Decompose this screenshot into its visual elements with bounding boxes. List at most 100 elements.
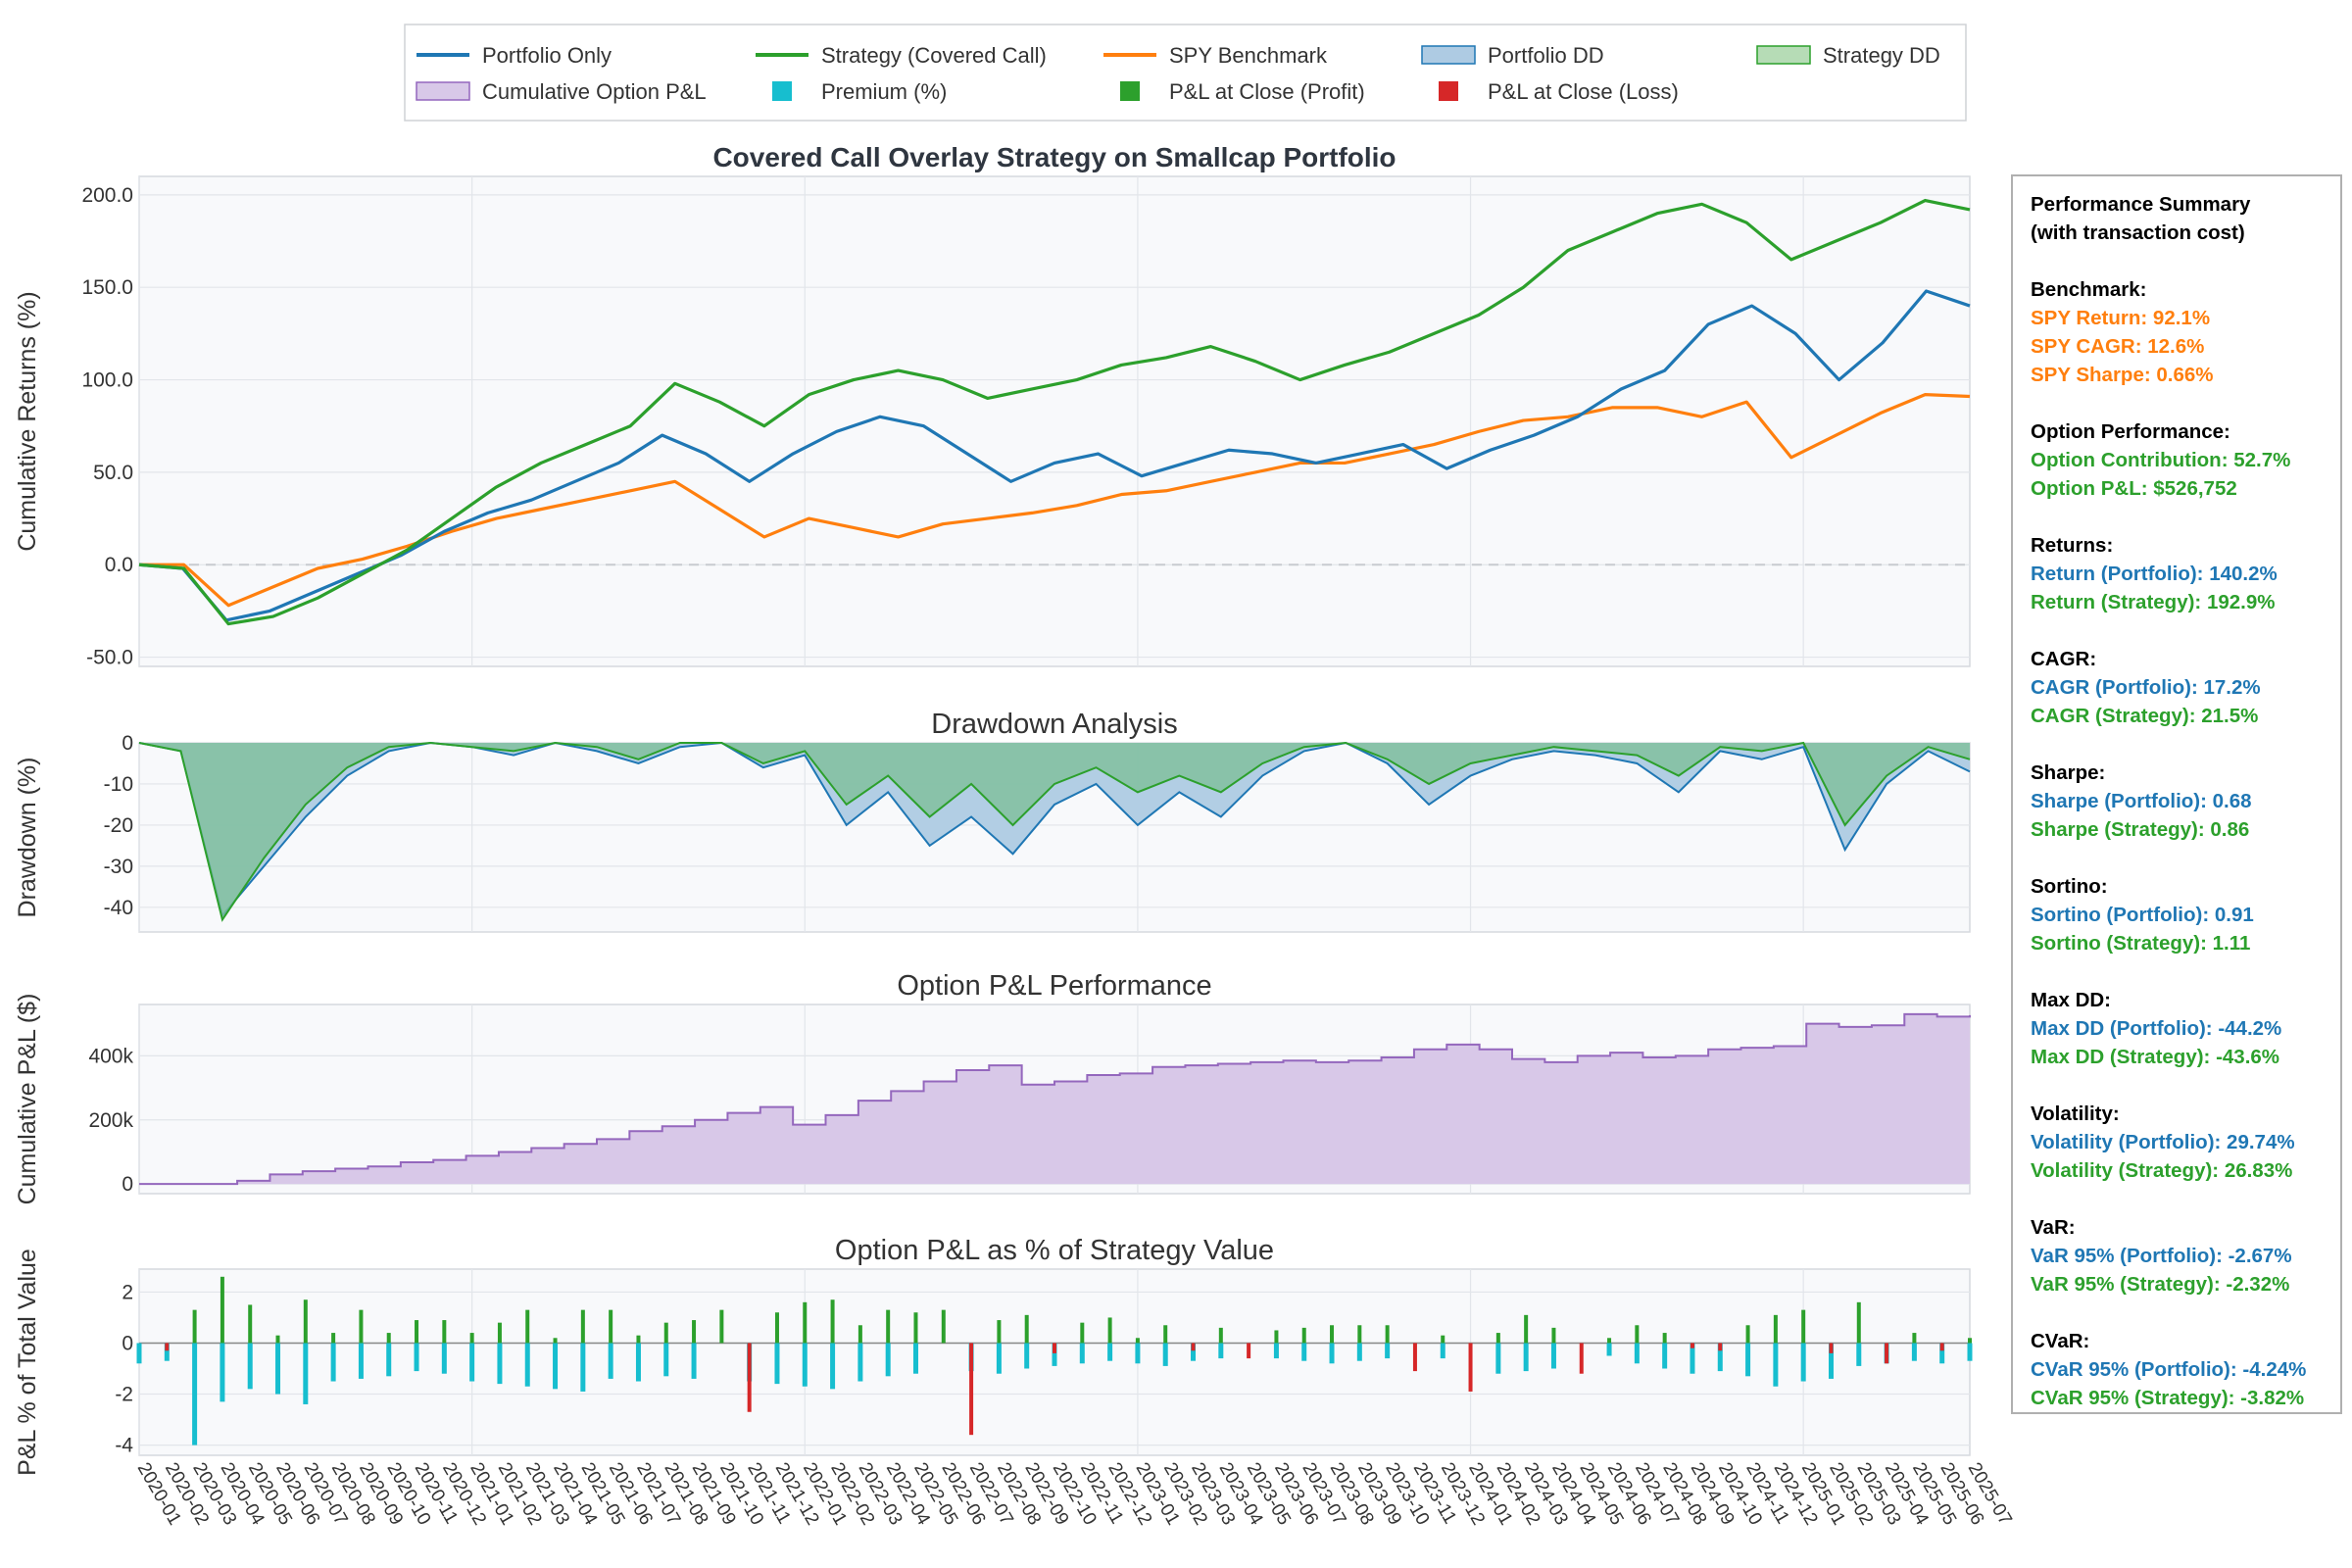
premium-bar [580, 1343, 586, 1392]
profit-bar [1968, 1338, 1972, 1344]
summary-metric: Volatility (Strategy): 26.83% [2031, 1159, 2293, 1182]
premium-bar [1856, 1343, 1862, 1366]
profit-bar [1080, 1322, 1085, 1344]
profit-bar [1441, 1335, 1446, 1344]
legend-item: Strategy (Covered Call) [756, 43, 1047, 68]
series-line-1 [138, 198, 1971, 626]
profit-bar [303, 1299, 308, 1344]
premium-bar [1301, 1343, 1307, 1361]
legend-label: Cumulative Option P&L [482, 79, 707, 104]
summary-metric: SPY Return: 92.1% [2031, 307, 2211, 329]
y-tick-label: 0.0 [105, 554, 133, 576]
legend: Portfolio Only Strategy (Covered Call) SPY… [404, 24, 1967, 122]
premium-bar [136, 1343, 142, 1364]
loss-bar [1191, 1343, 1196, 1351]
summary-metric: Sharpe (Strategy): 0.86 [2031, 818, 2250, 841]
profit-bar [1551, 1327, 1556, 1344]
premium-bar [608, 1343, 613, 1379]
profit-bar [275, 1335, 280, 1344]
y-tick-label: -50.0 [86, 647, 133, 669]
y-tick-label: 400k [88, 1045, 133, 1067]
profit-bar [469, 1333, 474, 1344]
profit-bar [1495, 1333, 1500, 1344]
y-tick-label: 50.0 [93, 462, 133, 484]
y-tick-label: 0 [122, 1332, 133, 1354]
legend-item: Strategy DD [1756, 43, 1940, 68]
profit-bar [525, 1309, 530, 1344]
premium-bar [275, 1343, 281, 1395]
premium-bar [220, 1343, 225, 1402]
legend-area-swatch [1756, 45, 1811, 65]
summary-section: Max DD: Max DD (Portfolio): -44.2% Max DD … [2031, 986, 2323, 1071]
loss-bar [969, 1343, 974, 1436]
premium-bar [524, 1343, 530, 1387]
summary-section-head: Sharpe: [2031, 761, 2106, 784]
profit-bar [719, 1309, 724, 1344]
premium-bar [858, 1343, 863, 1382]
profit-bar [1912, 1333, 1917, 1344]
y-tick-label: 150.0 [81, 276, 133, 299]
legend-label: P&L at Close (Loss) [1488, 79, 1679, 104]
option_pnl-ylabel: Cumulative P&L ($) [14, 994, 41, 1205]
premium-bar [1218, 1343, 1224, 1359]
summary-metric: Option Contribution: 52.7% [2031, 449, 2291, 471]
legend-label: Portfolio DD [1488, 43, 1604, 68]
panel-option_pnl: 0 200k 400k Option P&L Performance Cumulativ… [14, 970, 1971, 1205]
legend-item: P&L at Close (Loss) [1439, 79, 1679, 104]
profit-bar [1274, 1330, 1279, 1344]
summary-section-head: CAGR: [2031, 648, 2097, 670]
premium-bar [1191, 1343, 1197, 1361]
summary-section-head: CVaR: [2031, 1330, 2090, 1352]
loss-bar [1718, 1343, 1723, 1351]
summary-section: Sortino: Sortino (Portfolio): 0.91 Sortino… [2031, 872, 2323, 957]
profit-bar [1357, 1325, 1362, 1344]
profit-bar [415, 1320, 419, 1344]
summary-section: Sharpe: Sharpe (Portfolio): 0.68 Sharpe (S… [2031, 759, 2323, 844]
profit-bar [1135, 1338, 1140, 1344]
summary-metric: CVaR 95% (Portfolio): -4.24% [2031, 1358, 2307, 1381]
option-pnl-line [139, 1012, 1971, 1186]
premium-bar [1911, 1343, 1917, 1361]
profit-bar [663, 1322, 668, 1344]
profit-bar [220, 1276, 224, 1344]
returns-ylabel: Cumulative Returns (%) [14, 291, 41, 551]
y-tick-label: -40 [104, 897, 133, 919]
summary-metric: Sharpe (Portfolio): 0.68 [2031, 790, 2252, 812]
premium-bar [1523, 1343, 1529, 1372]
premium-bar [1495, 1343, 1501, 1374]
premium-bar [1385, 1343, 1391, 1359]
legend-label: Premium (%) [821, 79, 947, 104]
y-tick-label: -4 [115, 1435, 133, 1457]
drawdown-line-1 [138, 741, 1971, 922]
legend-square-swatch [772, 81, 792, 101]
summary-metric: CVaR 95% (Strategy): -3.82% [2031, 1387, 2305, 1409]
legend-label: SPY Benchmark [1169, 43, 1328, 68]
premium-bar [1800, 1343, 1806, 1382]
profit-bar [1856, 1301, 1861, 1344]
profit-bar [1662, 1333, 1667, 1344]
loss-bar [747, 1343, 752, 1412]
summary-section-head: Max DD: [2031, 989, 2112, 1011]
summary-section: CAGR: CAGR (Portfolio): 17.2% CAGR (Strate… [2031, 645, 2323, 730]
premium-bar [303, 1343, 309, 1404]
summary-section: Volatility: Volatility (Portfolio): 29.74… [2031, 1100, 2323, 1185]
premium-bar [1024, 1343, 1030, 1369]
series-line-2 [139, 393, 1971, 608]
legend-area-swatch [1421, 45, 1476, 65]
profit-bar [553, 1338, 558, 1344]
legend-item: P&L at Close (Profit) [1120, 79, 1365, 104]
loss-bar [1829, 1343, 1834, 1353]
summary-section: Option Performance: Option Contribution: … [2031, 417, 2323, 503]
profit-bar [830, 1299, 835, 1344]
y-tick-label: -30 [104, 856, 133, 878]
y-tick-label: 200k [88, 1109, 133, 1132]
premium-bar [635, 1343, 641, 1382]
loss-bar [1939, 1343, 1944, 1351]
profit-bar [858, 1325, 862, 1344]
summary-section-head: Option Performance: [2031, 420, 2230, 443]
profit-bar [1330, 1325, 1335, 1344]
profit-bar [1801, 1309, 1806, 1344]
summary-metric: Max DD (Portfolio): -44.2% [2031, 1017, 2282, 1040]
profit-bar [1107, 1317, 1112, 1344]
